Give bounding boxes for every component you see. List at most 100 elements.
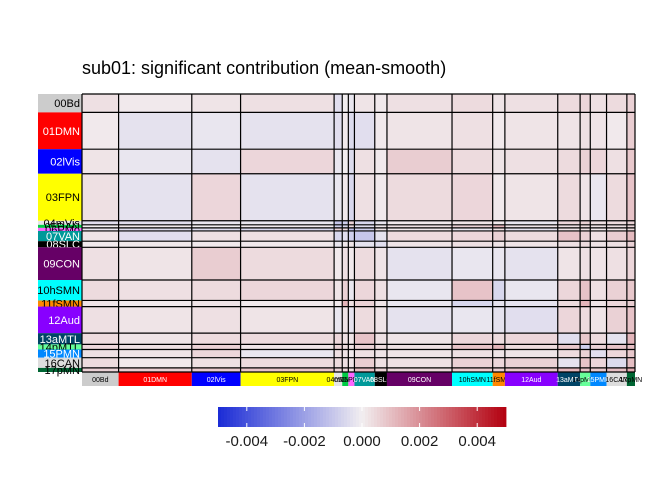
heatmap-cell (626, 224, 635, 228)
heatmap-cell (492, 357, 505, 368)
heatmap-cell (557, 306, 581, 334)
heatmap-cell (590, 224, 607, 228)
colorbar-segment (353, 407, 357, 427)
heatmap-cell (348, 149, 355, 174)
heatmap-cell (82, 247, 119, 281)
heatmap-cell (626, 367, 635, 372)
heatmap-cell (118, 367, 192, 372)
colorbar-segment (434, 407, 438, 427)
heatmap-cell (374, 357, 387, 368)
colorbar-segment (479, 407, 483, 427)
heatmap-cell (191, 349, 241, 358)
heatmap-cell (118, 333, 192, 345)
heatmap-cell (374, 220, 387, 225)
heatmap-cell (452, 173, 493, 221)
colorbar-segment (308, 407, 312, 427)
heatmap-cell (118, 357, 192, 368)
colorbar-tick-label: 0.004 (458, 433, 496, 450)
heatmap-cell (348, 173, 355, 221)
heatmap-cell (342, 241, 349, 248)
heatmap-cell (354, 94, 375, 113)
colorbar-segment (491, 407, 495, 427)
row-label-swatch (38, 247, 82, 281)
heatmap-cell (626, 220, 635, 225)
colorbar-segment (383, 407, 387, 427)
row-label: 17pMN (45, 365, 81, 377)
heatmap-cell (590, 241, 607, 248)
heatmap-cell (118, 227, 192, 231)
col-label-swatch (191, 372, 241, 386)
heatmap-cell (557, 220, 581, 225)
heatmap-cell (386, 357, 453, 368)
heatmap-cell (492, 227, 505, 231)
heatmap-cell (342, 357, 349, 368)
row-label-swatch (38, 173, 82, 221)
heatmap-cell (118, 280, 192, 301)
heatmap-cell (82, 94, 119, 113)
colorbar-segment (296, 407, 300, 427)
heatmap-cell (334, 247, 343, 281)
colorbar-segment (470, 407, 474, 427)
colorbar-tick-label: -0.002 (283, 433, 326, 450)
row-label-swatch (38, 357, 82, 368)
heatmap-cell (452, 349, 493, 358)
heatmap-cell (334, 344, 343, 350)
heatmap-cell (334, 220, 343, 225)
colorbar-segment (314, 407, 318, 427)
col-label: 01DMN (143, 377, 167, 384)
heatmap-cell (626, 344, 635, 350)
heatmap-cell (118, 306, 192, 334)
colorbar-segment (290, 407, 294, 427)
heatmap-cell (374, 227, 387, 231)
heatmap-cell (606, 230, 627, 242)
col-label-swatch (118, 372, 192, 386)
heatmap-cell (348, 94, 355, 113)
heatmap-cell (580, 357, 591, 368)
heatmap-cell (386, 367, 453, 372)
heatmap-cell (348, 241, 355, 248)
heatmap-cell (492, 344, 505, 350)
heatmap-cell (606, 173, 627, 221)
heatmap-cell (386, 94, 453, 113)
heatmap-cell (118, 173, 192, 221)
heatmap-cell (82, 230, 119, 242)
colorbar-segment (317, 407, 321, 427)
heatmap-cell (492, 220, 505, 225)
heatmap-cell (626, 112, 635, 150)
heatmap-cell (118, 230, 192, 242)
col-label: 07VAN (354, 377, 376, 384)
heatmap-cell (492, 112, 505, 150)
heatmap-cell (504, 112, 558, 150)
heatmap-cell (386, 344, 453, 350)
heatmap-cell (557, 357, 581, 368)
heatmap-cell (606, 349, 627, 358)
heatmap-cell (580, 227, 591, 231)
colorbar-segment (386, 407, 390, 427)
col-label: 12Aud (521, 377, 541, 384)
heatmap-cell (590, 280, 607, 301)
heatmap-cell (342, 349, 349, 358)
grid-lines (81, 93, 636, 373)
heatmap-cell (504, 94, 558, 113)
colorbar-segment (494, 407, 498, 427)
row-label: 00Bd (54, 98, 80, 110)
colorbar-segment (362, 407, 366, 427)
heatmap-cell (342, 230, 349, 242)
colorbar-segment (395, 407, 399, 427)
colorbar-segment (389, 407, 393, 427)
heatmap-cell (606, 247, 627, 281)
heatmap-cell (118, 220, 192, 225)
heatmap-cell (452, 357, 493, 368)
heatmap-cell (374, 173, 387, 221)
heatmap-cell (191, 280, 241, 301)
col-label: 04mVis (327, 377, 351, 384)
row-label: 10hSMN (37, 285, 80, 297)
colorbar-segment (341, 407, 345, 427)
heatmap-cell (354, 224, 375, 228)
heatmap-cell (626, 241, 635, 248)
heatmap-cell (334, 227, 343, 231)
heatmap-cell (492, 306, 505, 334)
colorbar-segment (269, 407, 273, 427)
heatmap-cell (348, 367, 355, 372)
